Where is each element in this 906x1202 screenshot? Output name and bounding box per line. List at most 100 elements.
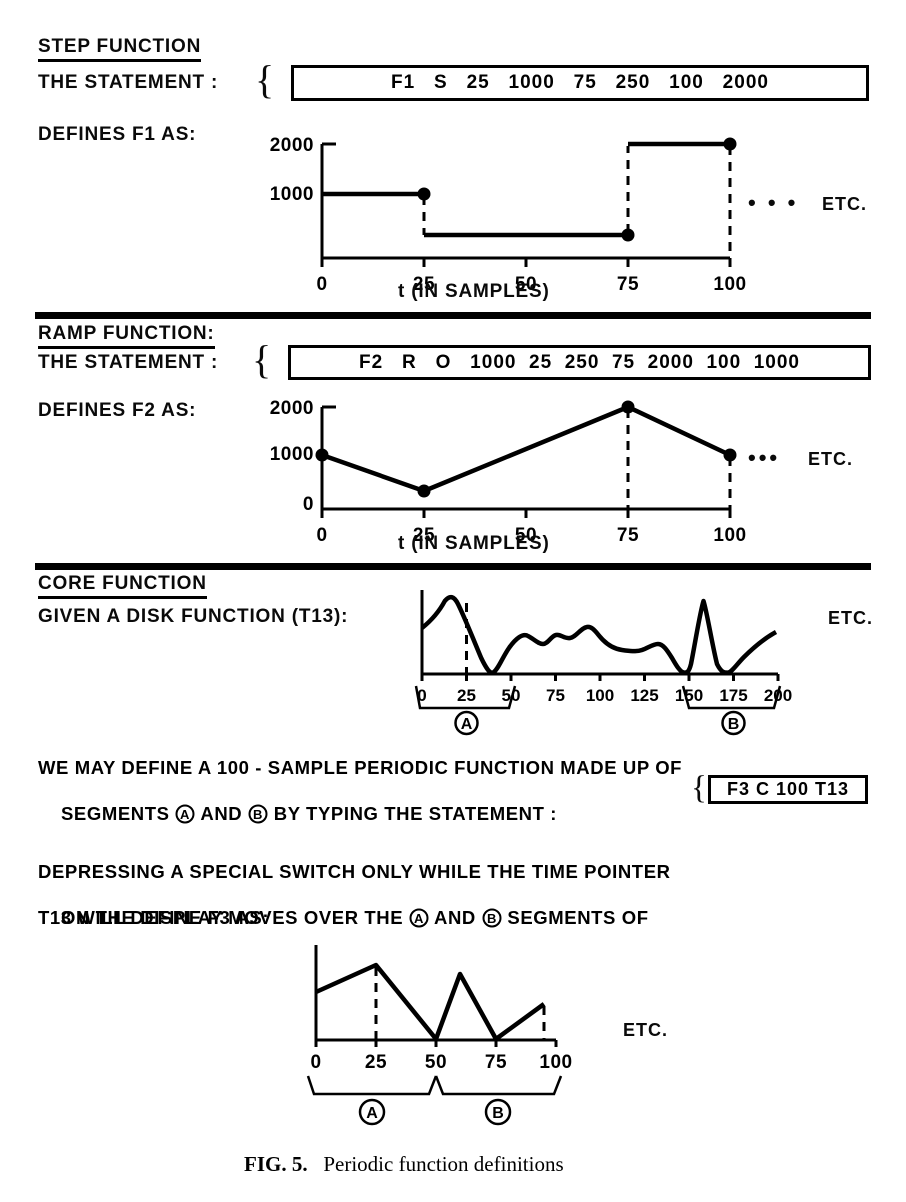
figure-caption: FIG. 5. Periodic function definitions (223, 1127, 564, 1202)
core-paragraph-line2-mid: AND (195, 803, 249, 824)
f3-paragraph-line1: DEPRESSING A SPECIAL SWITCH ONLY WHILE T… (38, 861, 671, 882)
core-xtick-75: 75 (546, 686, 565, 705)
f3-paragraph-line2-b: AND (428, 907, 482, 928)
ramp-function-heading: RAMP FUNCTION: (38, 323, 215, 349)
step-xtick-50: 50 (515, 274, 537, 295)
figure-caption-label: FIG. 5. (244, 1152, 308, 1176)
core-paragraph-line1: WE MAY DEFINE A 100 - SAMPLE PERIODIC FU… (38, 757, 683, 778)
svg-text:B: B (492, 1105, 504, 1122)
step-function-heading: STEP FUNCTION (38, 36, 202, 62)
section-divider-1 (35, 312, 871, 319)
step-statement-box[interactable]: F1 S 25 1000 75 250 100 2000 (291, 65, 869, 101)
core-disk-function-chart: 0 25 50 75 100 125 150 175 200 A B (414, 590, 792, 736)
core-xtick-0: 0 (417, 686, 426, 705)
step-marker-25 (417, 187, 431, 201)
core-xtick-150: 150 (675, 686, 703, 705)
step-ytick-1000: 1000 (270, 184, 314, 205)
f3-paragraph-line2-a: ON THE DISPLAY MOVES OVER THE (60, 907, 409, 928)
svg-text:A: A (366, 1105, 378, 1122)
figure-page: STEP FUNCTION THE STATEMENT : { F1 S 25 … (35, 36, 874, 1176)
core-etc-label: ETC. (828, 608, 874, 628)
core-inline-segment-b-badge: B (248, 804, 268, 824)
svg-text:B: B (487, 911, 497, 926)
ramp-marker-0 (315, 448, 329, 462)
step-ytick-2000: 2000 (270, 135, 314, 156)
core-segment-a-brace (414, 685, 517, 710)
ramp-etc-label: ETC. (808, 449, 854, 469)
ramp-ytick-2000: 2000 (270, 398, 314, 419)
ramp-ytick-1000: 1000 (270, 444, 314, 465)
f3-xtick-25: 25 (365, 1052, 387, 1073)
f3-segment-a-brace (306, 1075, 438, 1096)
step-defines-label: DEFINES F1 AS: (38, 124, 197, 145)
section-divider-2 (35, 563, 871, 570)
step-xtick-0: 0 (316, 274, 327, 295)
core-xtick-125: 125 (630, 686, 658, 705)
svg-text:B: B (728, 716, 740, 733)
step-xtick-100: 100 (713, 274, 746, 295)
svg-text:B: B (253, 807, 263, 822)
core-statement-brace: { (691, 770, 708, 806)
ramp-ytick-0: 0 (303, 494, 314, 515)
f3-etc-label: ETC. (623, 1020, 669, 1040)
svg-text:A: A (461, 716, 473, 733)
f3-segment-a-badge: A (358, 1098, 386, 1126)
ramp-xtick-25: 25 (413, 525, 435, 546)
svg-text:A: A (414, 911, 424, 926)
core-segment-b-badge: B (721, 710, 746, 736)
f3-segment-b-badge: B (484, 1098, 512, 1126)
ramp-statement-text: F2 R O 1000 25 250 75 2000 100 1000 (359, 351, 800, 373)
f3-paragraph-line3: T13 WILL DEFINE F3 AS: (38, 907, 270, 928)
core-function-heading: CORE FUNCTION (38, 573, 207, 599)
ramp-xtick-50: 50 (515, 525, 537, 546)
ramp-defines-label: DEFINES F2 AS: (38, 400, 197, 421)
f3-xtick-0: 0 (310, 1052, 321, 1073)
f3-paragraph-line2: ON THE DISPLAY MOVES OVER THE A AND B SE… (38, 883, 649, 952)
step-function-chart: 2000 1000 0 25 50 75 100 (270, 135, 746, 295)
ramp-function-chart: 2000 1000 0 0 25 50 75 100 (270, 398, 746, 546)
core-segment-b-brace (681, 685, 782, 710)
core-xtick-175: 175 (719, 686, 747, 705)
step-xaxis-label: t (IN SAMPLES) (398, 281, 550, 302)
ramp-xtick-0: 0 (316, 525, 327, 546)
f3-paragraph-line2-c: SEGMENTS OF (501, 907, 649, 928)
core-given-label: GIVEN A DISK FUNCTION (T13): (38, 606, 349, 627)
core-xtick-25: 25 (457, 686, 476, 705)
core-segment-a-badge: A (454, 710, 479, 736)
step-marker-75 (621, 228, 635, 242)
f3-inline-segment-a-badge: A (409, 908, 429, 928)
ramp-marker-100 (723, 448, 737, 462)
ramp-xtick-75: 75 (617, 525, 639, 546)
f3-xtick-100: 100 (539, 1052, 572, 1073)
ramp-statement-brace: { (252, 337, 272, 382)
step-statement-brace: { (255, 57, 275, 102)
step-etc-dots: • • • (748, 190, 799, 215)
f3-periodic-function-chart: 0 25 50 75 100 A B (306, 945, 572, 1126)
f3-xtick-50: 50 (425, 1052, 447, 1073)
step-etc-label: ETC. (822, 194, 868, 214)
core-paragraph-line2-pre: SEGMENTS (60, 803, 176, 824)
step-xtick-25: 25 (413, 274, 435, 295)
f3-inline-segment-b-badge: B (482, 908, 502, 928)
step-xtick-75: 75 (617, 274, 639, 295)
svg-text:A: A (180, 807, 190, 822)
core-inline-segment-a-badge: A (175, 804, 195, 824)
f3-xtick-75: 75 (485, 1052, 507, 1073)
core-xtick-50: 50 (502, 686, 521, 705)
core-paragraph-line2: SEGMENTS A AND B BY TYPING THE STATEMENT… (38, 779, 557, 848)
ramp-xaxis-label: t (IN SAMPLES) (398, 533, 550, 554)
core-xtick-100: 100 (586, 686, 614, 705)
ramp-statement-label: THE STATEMENT : (38, 352, 219, 373)
step-statement-label: THE STATEMENT : (38, 72, 219, 93)
ramp-etc-dots: ••• (748, 445, 781, 470)
figure-caption-text: Periodic function definitions (323, 1152, 564, 1176)
ramp-xtick-100: 100 (713, 525, 746, 546)
step-statement-text: F1 S 25 1000 75 250 100 2000 (391, 72, 769, 93)
ramp-statement-box[interactable]: F2 R O 1000 25 250 75 2000 100 1000 (288, 345, 871, 380)
ramp-marker-25 (417, 484, 431, 498)
core-statement-text: F3 C 100 T13 (726, 779, 850, 799)
core-statement-box[interactable]: F3 C 100 T13 (708, 775, 868, 804)
f3-segment-b-brace (434, 1075, 563, 1096)
ramp-marker-75 (621, 400, 635, 414)
step-marker-100 (723, 137, 737, 151)
